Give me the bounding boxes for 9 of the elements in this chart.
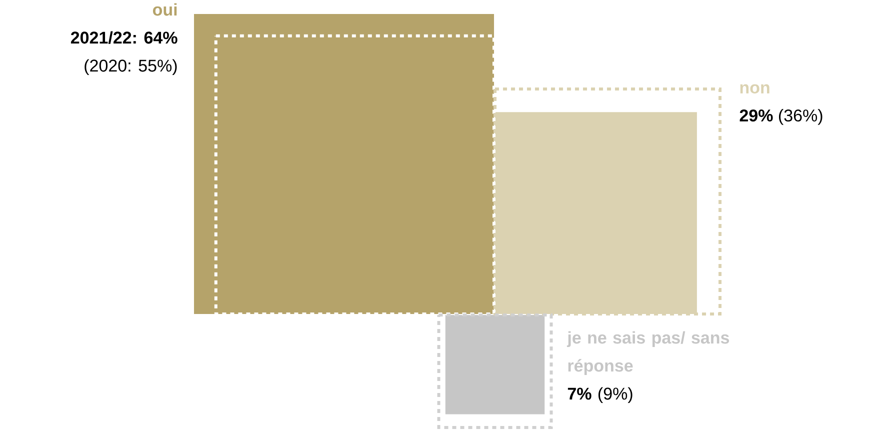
data-label: 29%	[740, 109, 773, 122]
category-label: oui	[152, 3, 177, 16]
data-label: 7%	[568, 388, 592, 400]
data-label: (2020: 55%)	[84, 59, 177, 76]
category-label: non	[740, 84, 770, 94]
data-label: (36%)	[779, 109, 822, 125]
data-label: (9%)	[598, 387, 632, 404]
data-label: 2021/22: 64%	[70, 31, 178, 44]
category-label: je ne sais pas/ sans réponse	[566, 331, 730, 376]
